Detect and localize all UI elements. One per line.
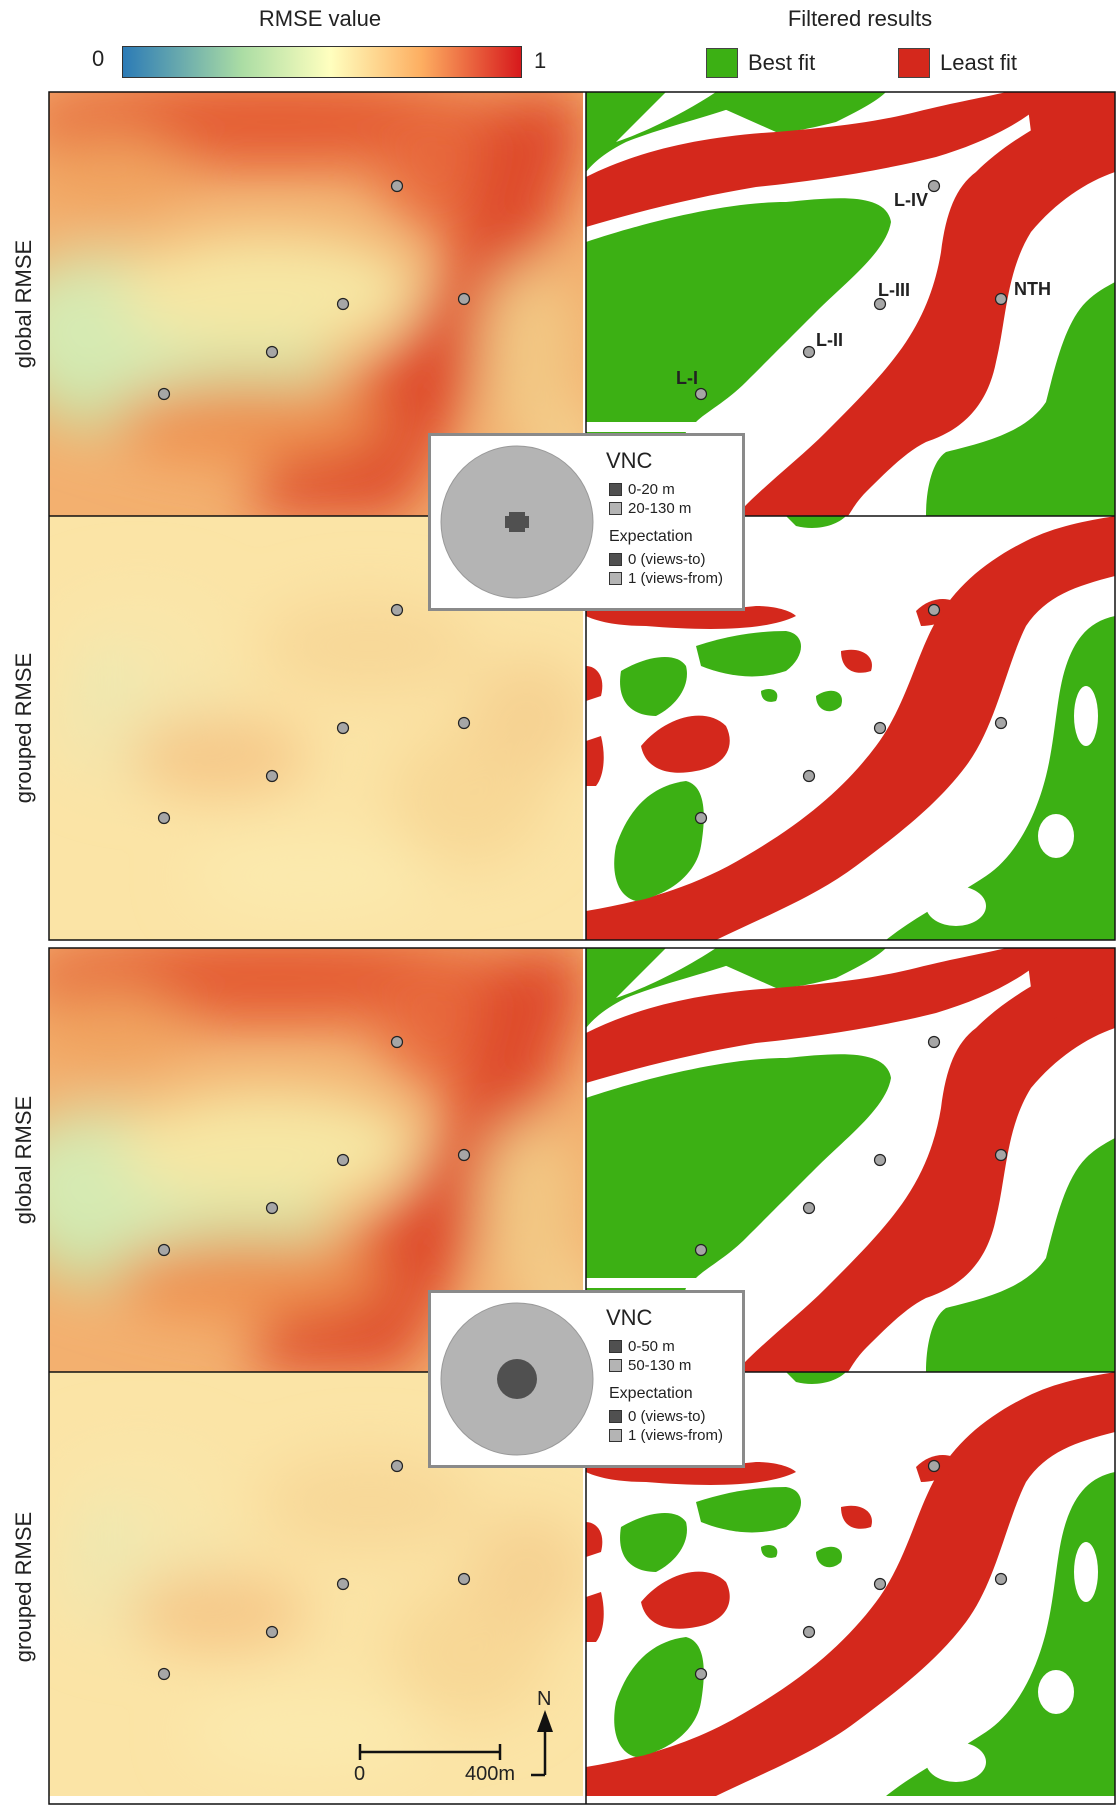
vnc-title: VNC: [606, 448, 653, 473]
least-fit-label: Least fit: [940, 50, 1018, 75]
site-point: [694, 811, 708, 825]
site-point: [873, 1153, 887, 1167]
site-point: [265, 1201, 279, 1215]
vnc-expectation-title: Expectation: [609, 1385, 693, 1402]
site-point: [390, 1035, 404, 1049]
site-point: [873, 1577, 887, 1591]
vnc-diagram-icon: [440, 445, 594, 599]
site-label-l-iv: L-IV: [894, 190, 928, 210]
site-label-nth: NTH: [1014, 279, 1051, 299]
light-swatch: [609, 1429, 622, 1442]
site-point: [927, 179, 941, 193]
site-point: [873, 297, 887, 311]
site-point: [336, 1153, 350, 1167]
vnc-range-inner: 0-50 m: [609, 1337, 675, 1356]
scale-bar: [358, 1744, 502, 1760]
vnc-legend-box-2: VNC 0-50 m 50-130 m Expectation 0 (views…: [428, 1290, 745, 1468]
site-point: [390, 179, 404, 193]
site-label-l-i: L-I: [676, 368, 698, 388]
vnc-exp-0: 0 (views-to): [609, 1407, 706, 1426]
north-label: N: [537, 1688, 552, 1710]
site-point: [457, 292, 471, 306]
site-point: [265, 769, 279, 783]
site-point: [457, 1148, 471, 1162]
rmse-legend-title: RMSE value: [258, 6, 382, 31]
site-point: [157, 1243, 171, 1257]
site-point: [157, 811, 171, 825]
site-point: [994, 292, 1008, 306]
rmse-min-label: 0: [92, 46, 105, 71]
best-fit-label: Best fit: [748, 50, 816, 75]
site-point: [994, 1148, 1008, 1162]
best-fit-swatch: [706, 48, 738, 78]
north-arrow-icon: [531, 1710, 553, 1777]
site-point: [157, 1667, 171, 1681]
vnc-expectation-title: Expectation: [609, 528, 693, 545]
vnc-range-outer: 20-130 m: [609, 499, 691, 518]
site-point: [927, 603, 941, 617]
site-point: [927, 1459, 941, 1473]
dark-swatch: [609, 1410, 622, 1423]
site-point: [927, 1035, 941, 1049]
site-point: [336, 721, 350, 735]
site-point: [390, 603, 404, 617]
light-swatch: [609, 572, 622, 585]
scale-end-label: 400m: [465, 1763, 516, 1785]
site-point: [694, 1243, 708, 1257]
site-point: [873, 721, 887, 735]
site-point: [157, 387, 171, 401]
site-label-l-ii: L-II: [816, 330, 843, 350]
site-point: [694, 1667, 708, 1681]
site-point: [802, 1201, 816, 1215]
site-point: [994, 716, 1008, 730]
scale-start-label: 0: [354, 1763, 366, 1785]
light-swatch: [609, 502, 622, 515]
site-point: [802, 769, 816, 783]
site-point: [457, 716, 471, 730]
rmse-color-ramp: [122, 46, 522, 78]
vnc-exp-1: 1 (views-from): [609, 569, 723, 588]
site-point: [802, 1625, 816, 1639]
dark-swatch: [609, 553, 622, 566]
vnc-range-inner: 0-20 m: [609, 480, 675, 499]
rmse-max-label: 1: [534, 48, 547, 73]
site-point: [336, 1577, 350, 1591]
vnc-title: VNC: [606, 1305, 653, 1330]
site-point: [265, 345, 279, 359]
site-point: [802, 345, 816, 359]
dark-swatch: [609, 1340, 622, 1353]
site-point: [457, 1572, 471, 1586]
vnc-exp-1: 1 (views-from): [609, 1426, 723, 1445]
site-point: [694, 387, 708, 401]
vnc-range-outer: 50-130 m: [609, 1356, 691, 1375]
vnc-diagram-icon: [440, 1302, 594, 1456]
site-point: [265, 1625, 279, 1639]
site-point: [994, 1572, 1008, 1586]
filtered-legend-title: Filtered results: [787, 6, 933, 31]
light-swatch: [609, 1359, 622, 1372]
site-point: [336, 297, 350, 311]
site-label-l-iii: L-III: [878, 280, 910, 300]
vnc-exp-0: 0 (views-to): [609, 550, 706, 569]
least-fit-swatch: [898, 48, 930, 78]
site-point: [390, 1459, 404, 1473]
dark-swatch: [609, 483, 622, 496]
vnc-legend-box-1: VNC 0-20 m 20-130 m Expectation 0 (views…: [428, 433, 745, 611]
